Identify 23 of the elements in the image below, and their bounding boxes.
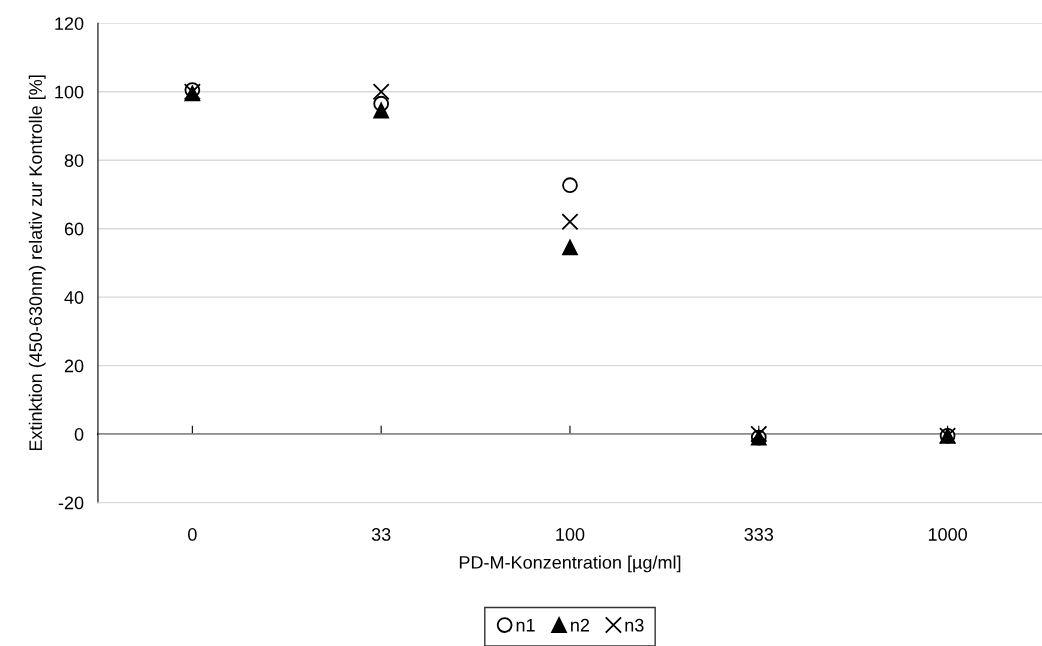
legend-label: n3 xyxy=(625,618,644,632)
legend-label: n2 xyxy=(571,618,590,632)
y-tick-label: 80 xyxy=(64,154,84,167)
x-tick-label: 33 xyxy=(371,528,391,541)
y-tick-label: 60 xyxy=(64,222,84,236)
point xyxy=(562,177,578,194)
y-tick-label: 20 xyxy=(64,359,84,373)
x-axis-title: PD-M-Konzentration [µg/ml] xyxy=(459,555,681,573)
y-tick-label: 100 xyxy=(55,85,84,99)
x-tick-label: 1000 xyxy=(928,528,967,541)
x-tick-label: 0 xyxy=(188,528,197,541)
x-tick-label: 100 xyxy=(556,528,585,541)
y-axis-title: Extinktion (450-630nm) relativ zur Kontrolle [%] xyxy=(28,75,46,451)
y-tick-label: 120 xyxy=(55,17,84,30)
y-tick-label: 40 xyxy=(64,291,84,304)
point xyxy=(372,83,390,101)
legend-label: n1 xyxy=(516,618,535,632)
point xyxy=(373,102,390,119)
point xyxy=(561,213,579,231)
point xyxy=(562,239,578,256)
y-tick-label: 0 xyxy=(74,428,84,441)
x-tick-label: 333 xyxy=(744,528,774,541)
y-tick-label: -20 xyxy=(58,496,84,510)
